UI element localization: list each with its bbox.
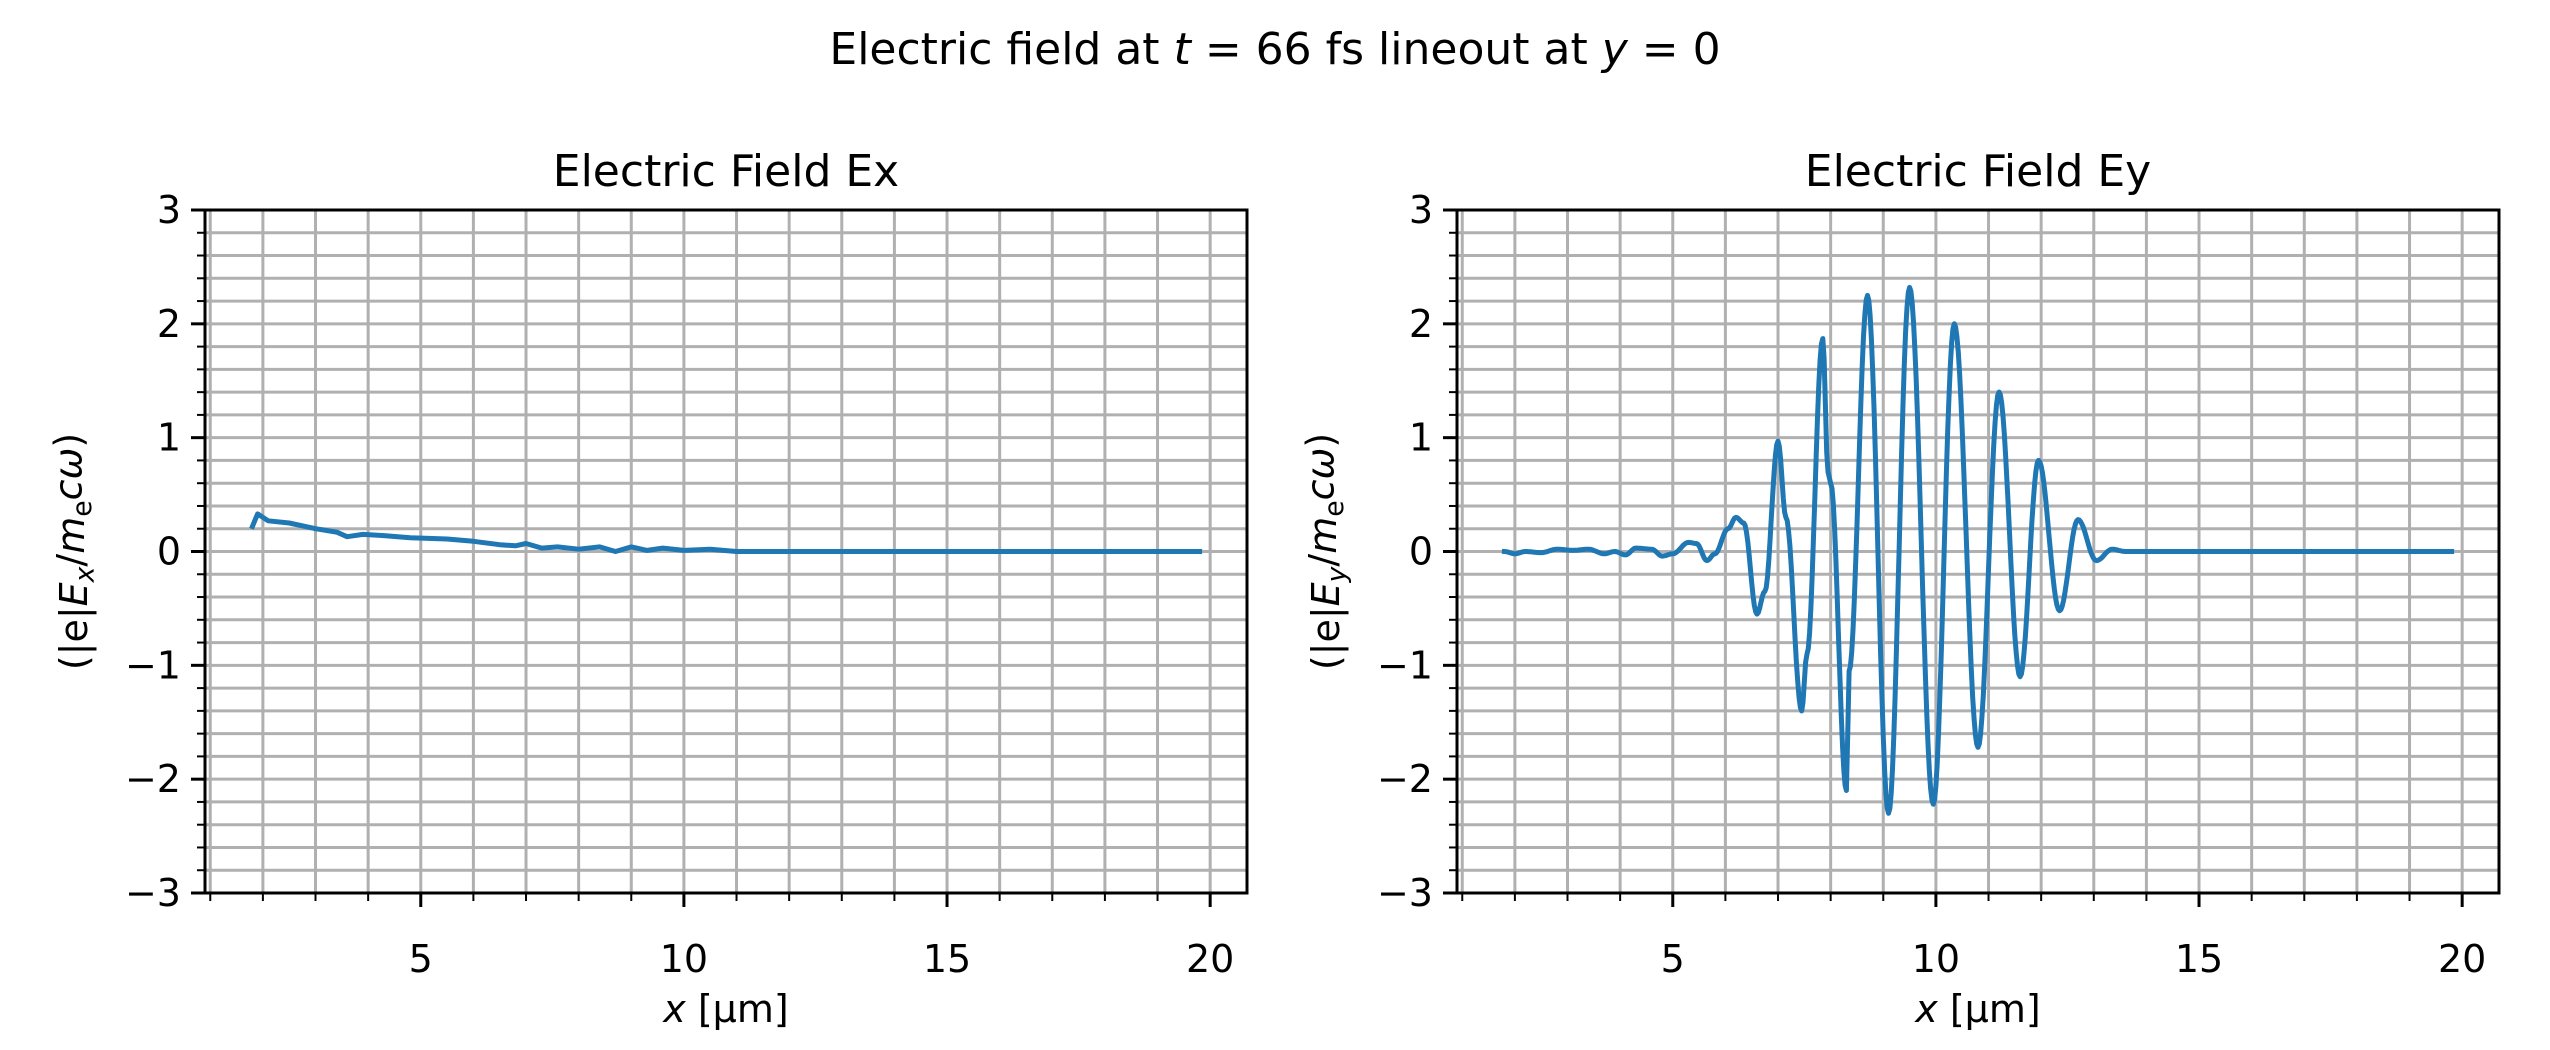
text-part: = 66 fs lineout at — [1191, 24, 1602, 75]
series-line — [1501, 284, 2455, 816]
y-tick-label: −3 — [125, 871, 181, 915]
text-part: E — [52, 582, 96, 606]
text-part: x — [662, 987, 686, 1031]
text-part: y — [1600, 24, 1629, 75]
y-tick-label: 3 — [1409, 188, 1433, 232]
text-part: x — [1914, 987, 1938, 1031]
y-tick-label: 1 — [157, 416, 181, 460]
y-tick-label: 1 — [1409, 416, 1433, 460]
subplot-title: Electric Field Ey — [1805, 146, 2151, 197]
text-part: ) — [1298, 433, 1342, 448]
subplot-title: Electric Field Ex — [553, 146, 899, 197]
text-part: t — [1174, 24, 1193, 75]
text-part: m — [49, 517, 93, 554]
axes-frame — [1455, 208, 2501, 895]
y-tick-label: 0 — [1409, 530, 1433, 574]
x-axis-label: x [µm] — [662, 987, 788, 1031]
text-part: (|e| — [52, 606, 97, 670]
text-part: cω — [1298, 448, 1342, 501]
text-part: Electric field at — [829, 24, 1173, 75]
x-tick-label: 10 — [1912, 937, 1960, 981]
panel-ex: 5 10 15 20 −3 −2 −1 0 1 2 3 Electric Field Ex x [µm]… — [46, 146, 1249, 1031]
x-tick-label: 5 — [409, 937, 433, 981]
text-part: [µm] — [686, 987, 789, 1031]
text-part: y — [1322, 565, 1353, 583]
text-part: / — [49, 554, 93, 567]
text-part: / — [1301, 554, 1345, 567]
text-part: [µm] — [1938, 987, 2041, 1031]
x-tick-label: 15 — [2175, 937, 2223, 981]
x-axis-label: x [µm] — [1914, 987, 2040, 1031]
text-part: m — [1301, 517, 1345, 554]
panel-ey: 5 10 15 20 −3 −2 −1 0 1 2 3 Electric Field Ey x [µm]… — [1298, 146, 2501, 1031]
y-axis-label: (|e|Ex​/me​cω) — [46, 433, 100, 670]
x-tick-label: 10 — [660, 937, 708, 981]
y-tick-label: 0 — [157, 530, 181, 574]
y-tick-label: 3 — [157, 188, 181, 232]
figure-title: Electric field at t = 66 fs lineout at y… — [829, 24, 1720, 75]
text-part: x — [70, 566, 101, 583]
text-part: (|e| — [1304, 606, 1349, 670]
axes-frame — [203, 208, 1249, 895]
y-tick-label: 2 — [157, 302, 181, 346]
x-tick-label: 20 — [2438, 937, 2486, 981]
y-tick-label: −1 — [1377, 643, 1433, 687]
text-part: cω — [46, 448, 90, 501]
x-tick-label: 5 — [1661, 937, 1685, 981]
text-part: e — [67, 500, 98, 516]
y-tick-label: −2 — [125, 757, 181, 801]
y-tick-label: −2 — [1377, 757, 1433, 801]
y-tick-label: −1 — [125, 643, 181, 687]
y-axis-label: (|e|Ey​/me​cω) — [1298, 433, 1352, 670]
text-part: = 0 — [1628, 24, 1721, 75]
series-line — [249, 511, 1203, 554]
y-tick-label: −3 — [1377, 871, 1433, 915]
text-part: e — [1319, 500, 1350, 516]
text-part: ) — [46, 433, 90, 448]
y-tick-label: 2 — [1409, 302, 1433, 346]
x-tick-label: 20 — [1186, 937, 1234, 981]
text-part: E — [1304, 582, 1348, 606]
x-tick-label: 15 — [923, 937, 971, 981]
